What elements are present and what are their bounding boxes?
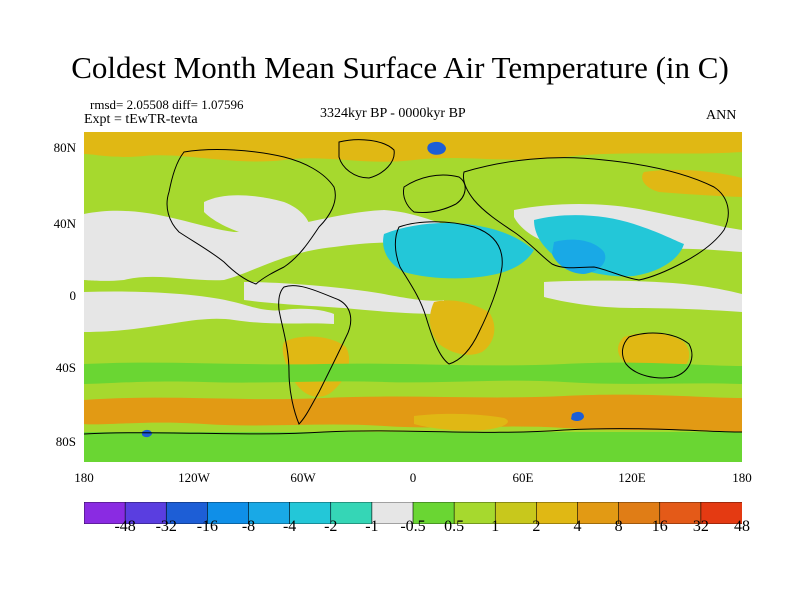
colorbar-label: -16 bbox=[196, 518, 219, 535]
colorbar-label: 1 bbox=[491, 518, 500, 535]
lat-tick-80n: 80N bbox=[53, 140, 76, 155]
colorbar-label: -8 bbox=[241, 518, 256, 535]
lon-tick-180e: 180 bbox=[732, 470, 752, 485]
map-panel: 80N 40N 0 40S 80S 180 120W 60W 0 60E 120… bbox=[54, 132, 752, 485]
lat-tick-40n: 40N bbox=[53, 216, 76, 231]
experiment-label: Expt = tEwTR-tevta bbox=[84, 112, 198, 127]
period-label: 3324kyr BP - 0000kyr BP bbox=[320, 106, 466, 121]
grey-band-pacific-north bbox=[84, 229, 189, 274]
lon-tick-60e: 60E bbox=[512, 470, 534, 485]
lat-tick-40s: 40S bbox=[55, 360, 76, 375]
colorbar-label: -2 bbox=[324, 518, 338, 535]
colorbar-label: 0.5 bbox=[444, 518, 465, 535]
colorbar bbox=[83, 501, 743, 525]
coastlines bbox=[84, 139, 742, 435]
cool-region-sahara bbox=[383, 222, 534, 279]
coast-greenland bbox=[338, 139, 395, 179]
lon-tick-0: 0 bbox=[409, 470, 417, 485]
grey-band-equatorial-pacific bbox=[244, 282, 444, 314]
colorbar-label: -4 bbox=[282, 518, 297, 535]
lon-tick-120e: 120E bbox=[618, 470, 646, 485]
cool-region-arctic-spot bbox=[427, 141, 446, 155]
map-title: Coldest Month Mean Surface Air Temperatu… bbox=[71, 50, 729, 85]
coast-south-america bbox=[278, 285, 352, 425]
lat-tick-80s: 80S bbox=[55, 434, 76, 449]
coast-antarctica bbox=[84, 428, 742, 435]
coast-europe bbox=[403, 174, 466, 213]
warm-region-arctic bbox=[84, 132, 742, 162]
colorbar-label: 4 bbox=[573, 518, 582, 535]
coast-australia bbox=[621, 332, 693, 379]
coast-africa bbox=[394, 221, 503, 365]
cool-region-pacific-spot bbox=[142, 429, 152, 438]
colorbar-swatches bbox=[83, 501, 743, 525]
temperature-map bbox=[84, 132, 742, 462]
colorbar-label: -0.5 bbox=[400, 518, 426, 535]
cool-region-india bbox=[552, 239, 606, 274]
warm-region-africa bbox=[429, 300, 495, 355]
warm-region-north-pacific bbox=[642, 169, 742, 197]
colorbar-label: 48 bbox=[734, 518, 750, 535]
warm-region-southern-ocean bbox=[84, 394, 742, 432]
grey-band-north-america bbox=[204, 195, 311, 240]
colorbar-label: 32 bbox=[692, 518, 709, 535]
grey-band-indian bbox=[544, 280, 742, 312]
colorbar-label: -48 bbox=[114, 518, 136, 535]
warm-region-ross bbox=[414, 413, 508, 431]
season-label: ANN bbox=[706, 108, 737, 123]
colorbar-label: -1 bbox=[365, 518, 379, 535]
stats-label: rmsd= 2.05508 diff= 1.07596 bbox=[90, 97, 244, 112]
cool-region-antarctic-spot bbox=[571, 411, 584, 422]
coast-north-america bbox=[166, 149, 336, 285]
lat-tick-0: 0 bbox=[69, 288, 77, 303]
lon-tick-120w: 120W bbox=[178, 470, 210, 485]
colorbar-label: 16 bbox=[651, 518, 668, 535]
coast-asia bbox=[463, 157, 729, 281]
green-band-south bbox=[84, 362, 742, 384]
lon-tick-60w: 60W bbox=[290, 470, 316, 485]
colorbar-label: 8 bbox=[614, 518, 623, 535]
colorbar-label: -32 bbox=[155, 518, 177, 535]
colorbar-label: 2 bbox=[532, 518, 541, 535]
lon-tick-180w: 180 bbox=[74, 470, 94, 485]
green-band-antarctica bbox=[84, 432, 742, 462]
grey-band-tropical bbox=[84, 291, 334, 332]
